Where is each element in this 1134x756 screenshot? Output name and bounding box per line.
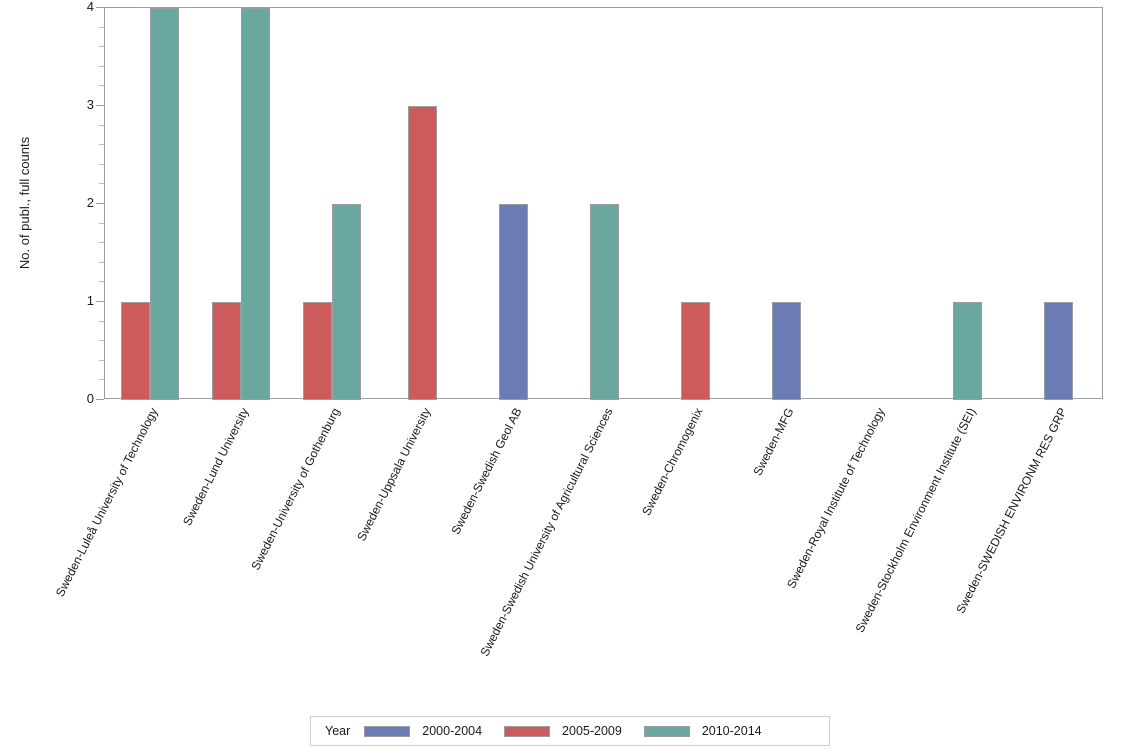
legend-entry[interactable]: 2010-2014: [643, 724, 762, 738]
bar: [303, 302, 333, 400]
y-axis-minor-tick: [99, 261, 104, 263]
bar: [499, 204, 529, 400]
x-axis-tick-label: Sweden-Luleå University of Technology: [53, 405, 161, 599]
y-axis-minor-tick: [99, 222, 104, 224]
y-axis-minor-tick: [99, 163, 104, 165]
y-axis-minor-tick: [99, 183, 104, 185]
y-axis-major-tick: [96, 203, 104, 204]
y-axis-minor-tick: [99, 124, 104, 126]
y-axis-major-tick: [96, 105, 104, 106]
x-axis-tick-label: Sweden-Uppsala University: [354, 405, 434, 544]
legend-label: 2000-2004: [422, 724, 483, 738]
y-axis-minor-tick: [99, 320, 104, 322]
y-axis-minor-tick: [99, 340, 104, 342]
x-axis-tick-label: Sweden-MFG: [750, 405, 797, 478]
x-axis-tick-label: Sweden-University of Gothenburg: [248, 405, 343, 573]
bar: [590, 204, 619, 400]
y-axis-major-tick: [96, 301, 104, 302]
bar: [408, 106, 438, 400]
y-axis-minor-tick: [99, 242, 104, 244]
y-axis-minor-tick: [99, 281, 104, 283]
legend: Year 2000-2004 2005-2009 2010-2014: [310, 716, 830, 746]
x-axis-tick-label: Sweden-Lund University: [180, 405, 252, 528]
y-axis-title: No. of publ., full counts: [17, 136, 32, 270]
y-axis-major-tick: [96, 7, 104, 8]
bar: [771, 302, 801, 400]
x-axis-tick-label: Sweden-Swedish Geol AB: [448, 405, 525, 537]
bar: [150, 8, 180, 400]
y-axis-tick-label: 0: [86, 391, 94, 406]
x-axis-tick-label: Sweden-Chromogenix: [639, 405, 706, 518]
legend-entry[interactable]: 2005-2009: [504, 724, 622, 738]
x-axis-tick-label: Sweden-Royal Institute of Technology: [784, 405, 888, 591]
y-axis-tick-label: 1: [86, 293, 94, 308]
bar: [332, 204, 362, 400]
legend-label: 2005-2009: [562, 724, 622, 738]
y-axis-major-tick: [96, 399, 104, 400]
y-axis-tick-label: 4: [86, 0, 94, 14]
y-axis-tick-label: 3: [86, 97, 94, 112]
bar: [953, 302, 983, 400]
y-axis-tick-label: 2: [86, 195, 94, 210]
legend-title: Year: [325, 724, 351, 738]
y-axis-minor-tick: [99, 26, 104, 28]
bar: [212, 302, 242, 400]
y-axis-minor-tick: [99, 359, 104, 361]
bar: [241, 8, 271, 400]
plot-area: [104, 7, 1103, 400]
bar: [680, 302, 710, 400]
y-axis-minor-tick: [99, 379, 104, 381]
legend-swatch: [364, 725, 411, 737]
bar: [121, 302, 151, 400]
x-axis-tick-label: Sweden-SWEDISH ENVIRONM RES GRP: [952, 405, 1070, 616]
y-axis-minor-tick: [99, 85, 104, 87]
y-axis-minor-tick: [99, 46, 104, 48]
bar: [1044, 302, 1074, 400]
legend-swatch: [504, 725, 551, 737]
legend-entry[interactable]: 2000-2004: [364, 724, 482, 738]
y-axis-minor-tick: [99, 65, 104, 67]
legend-label: 2010-2014: [701, 724, 762, 738]
legend-swatch: [643, 725, 690, 737]
y-axis-minor-tick: [99, 144, 104, 146]
legend-entries: 2000-2004 2005-2009 2010-2014: [364, 724, 783, 738]
